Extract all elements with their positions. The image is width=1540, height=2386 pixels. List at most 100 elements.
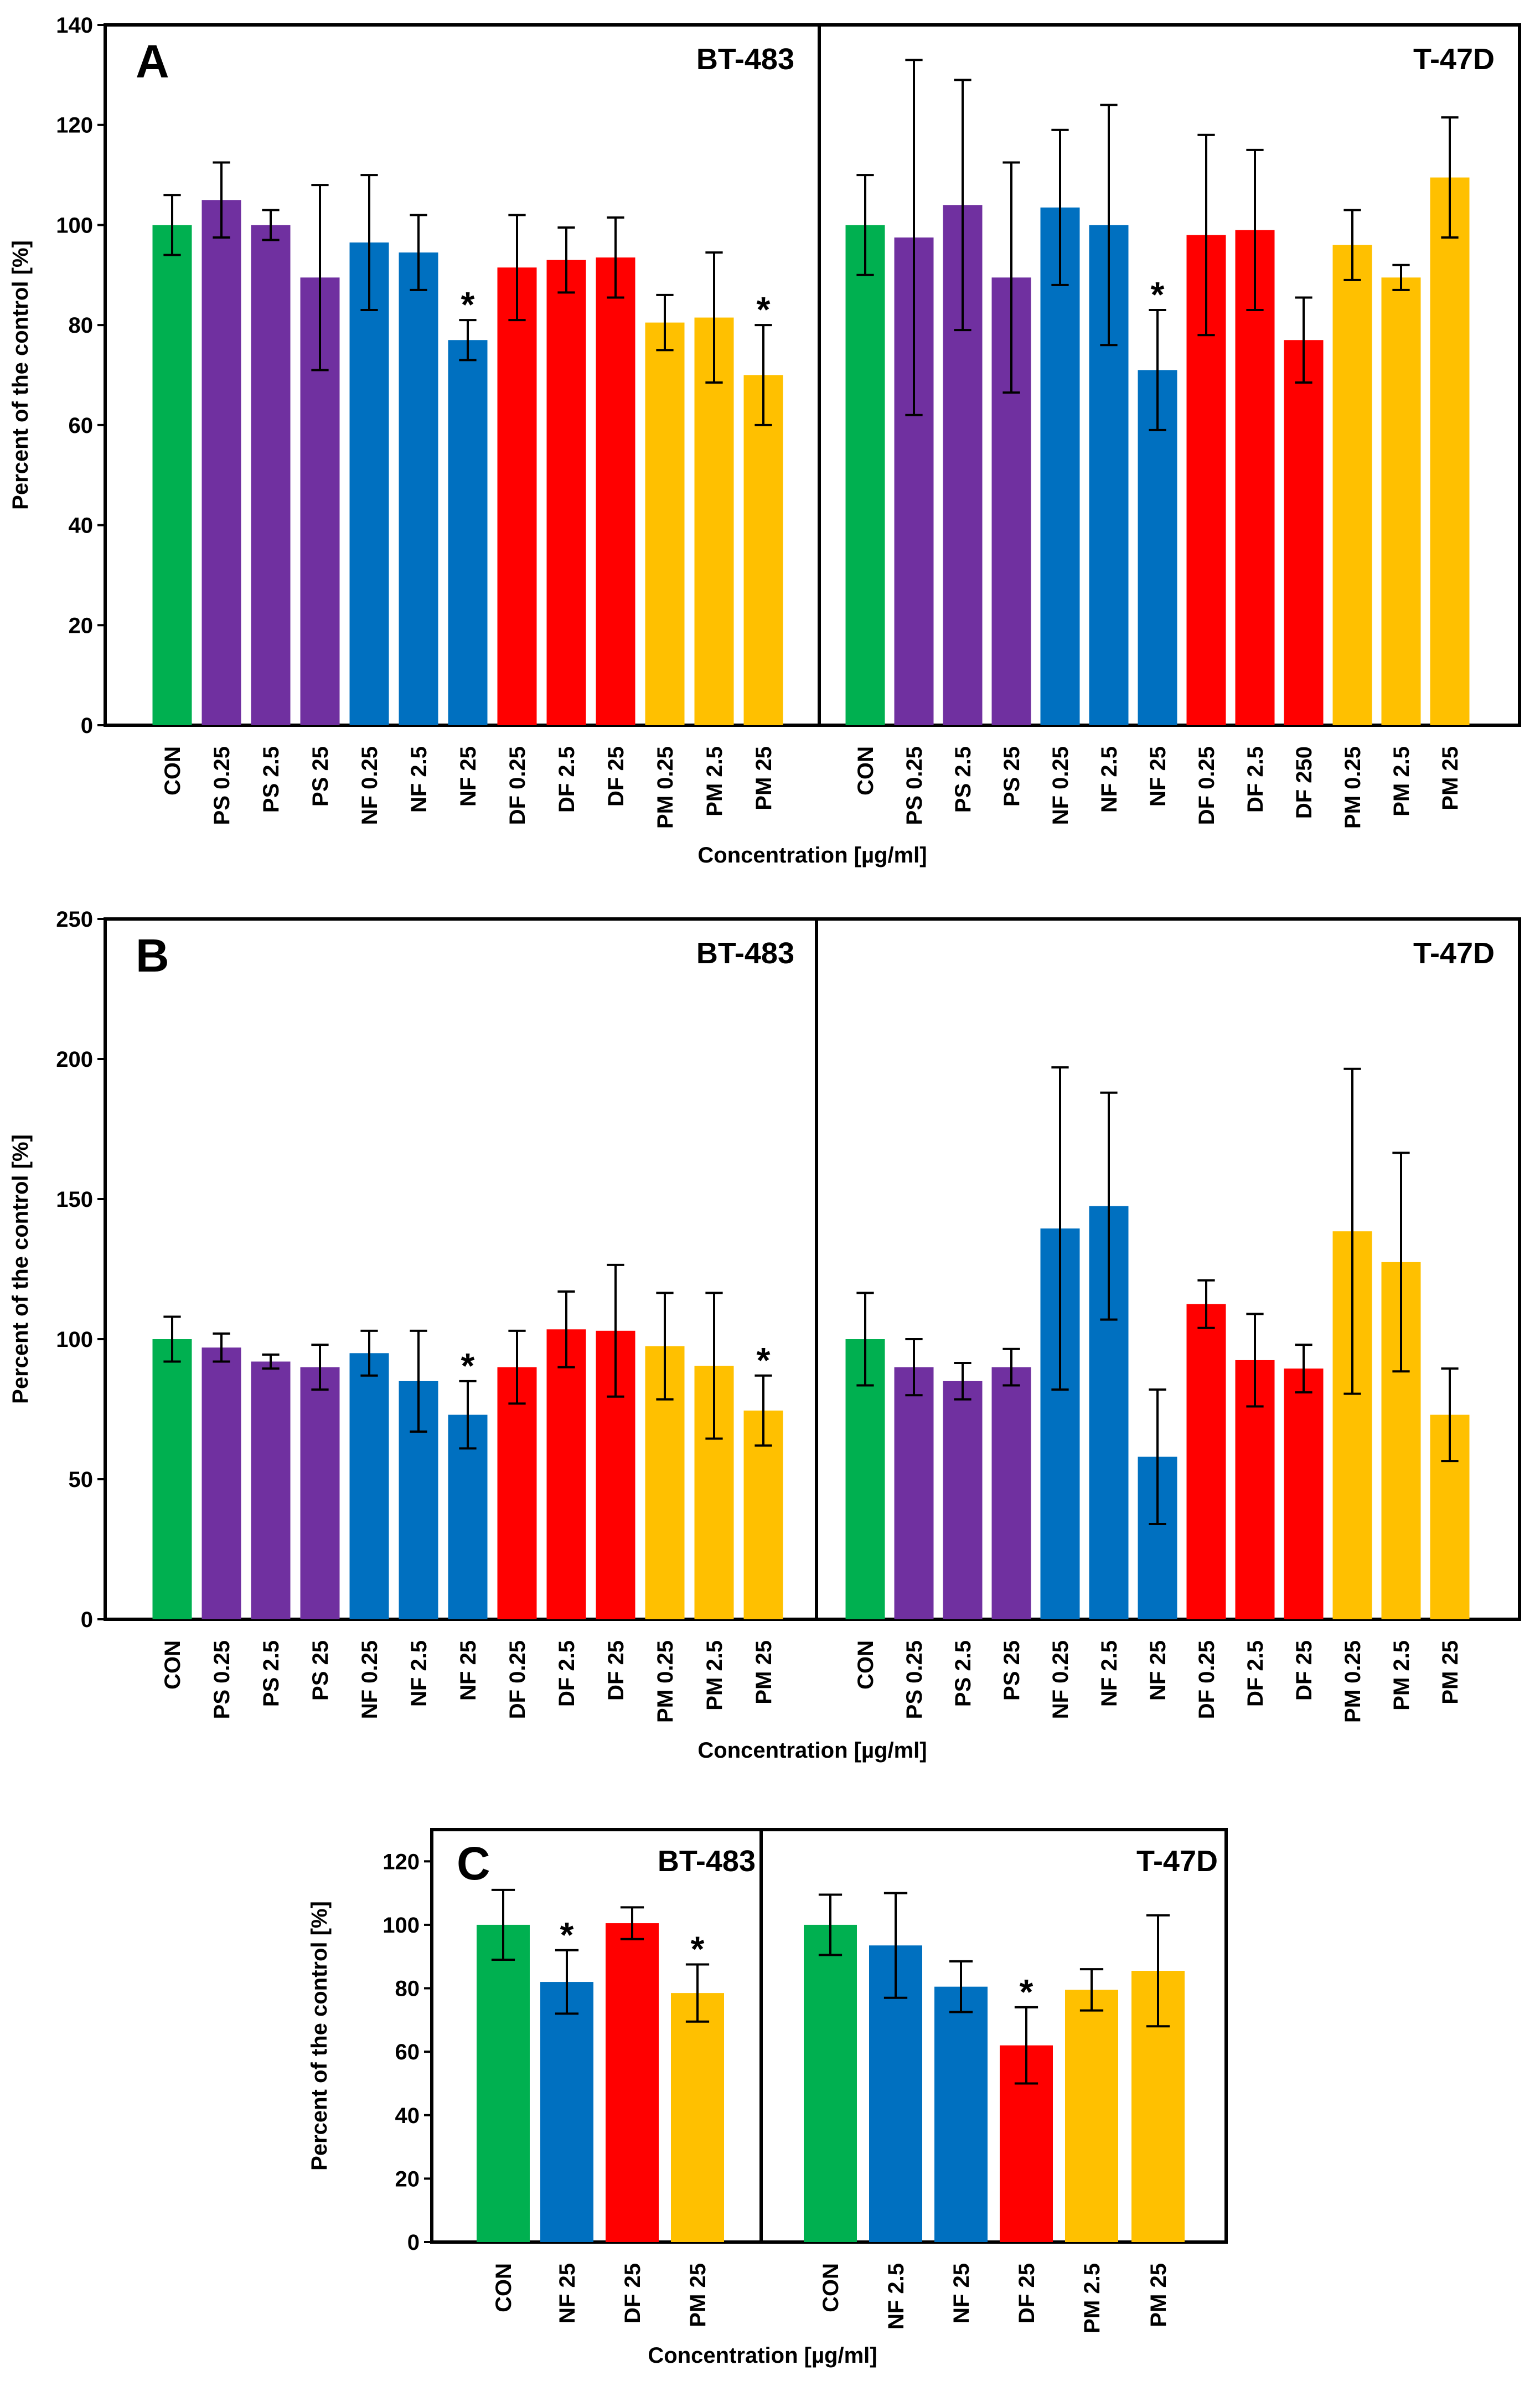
bar: [546, 1329, 586, 1619]
bar: [477, 1924, 530, 2242]
x-tick-label: DF 0.25: [1195, 746, 1219, 825]
x-tick-label: PS 0.25: [210, 1640, 234, 1719]
x-axis-title: Concentration [µg/ml]: [697, 1738, 927, 1763]
error-bar: [905, 1338, 923, 1397]
error-bar: [705, 251, 723, 384]
group-title: BT-483: [696, 937, 794, 970]
y-tick-label: 50: [69, 1468, 94, 1492]
bar: [991, 1367, 1031, 1619]
error-bar: [1197, 133, 1215, 337]
x-axis-title: Concentration [µg/ml]: [697, 843, 927, 867]
error-bar: [954, 1362, 971, 1401]
bar: [300, 1367, 340, 1619]
error-bar: [1295, 1344, 1312, 1394]
error-bar: [1197, 1279, 1215, 1329]
error-bar: [1441, 116, 1459, 239]
error-bar: [557, 226, 575, 294]
x-tick-label: NF 0.25: [1048, 746, 1073, 825]
x-tick-label: PS 2.5: [951, 1640, 975, 1707]
error-bar: [163, 1315, 181, 1363]
x-tick-label: NF 25: [949, 2263, 974, 2323]
x-axis-title: Concentration [µg/ml]: [648, 2343, 877, 2368]
x-tick-label: PM 25: [752, 1640, 776, 1705]
chart-panel-b: 0 50 100 150 200 250 Percent of the control [%…: [8, 907, 1521, 1763]
significance-marker: *: [1020, 1972, 1033, 2012]
error-bar: [620, 1906, 644, 1940]
bar: [1186, 1304, 1226, 1619]
bar: [1284, 340, 1324, 725]
x-tick-label: CON: [161, 746, 185, 796]
bar: [1284, 1368, 1324, 1619]
group-title: BT-483: [658, 1845, 756, 1878]
error-bar: [856, 1292, 874, 1387]
x-tick-label: PS 25: [1000, 1640, 1024, 1701]
y-tick-label: 140: [56, 13, 93, 38]
bar: [546, 260, 586, 725]
x-tick-label: NF 2.5: [407, 1640, 431, 1707]
error-bar: [607, 1263, 624, 1398]
y-tick-label: 80: [69, 313, 94, 338]
bar: [251, 225, 291, 725]
x-tick-label: CON: [492, 2263, 516, 2312]
x-tick-label: PM 2.5: [1389, 1640, 1414, 1711]
y-tick-label: 0: [81, 1608, 93, 1632]
x-tick-label: PM 2.5: [702, 746, 727, 817]
error-bar: [555, 1949, 579, 2015]
error-bar: [656, 1292, 674, 1401]
error-bar: [656, 293, 674, 352]
y-tick-label: 250: [56, 907, 93, 932]
x-tick-label: DF 2.5: [555, 746, 579, 813]
error-bar: [1149, 1388, 1166, 1525]
y-tick-label: 100: [56, 1328, 93, 1352]
x-tick-label: PS 2.5: [259, 1640, 283, 1707]
x-tick-label: CON: [854, 1640, 878, 1690]
y-tick-label: 40: [69, 514, 94, 538]
bar: [399, 252, 438, 725]
significance-marker: *: [757, 1340, 771, 1380]
y-tick-label: 20: [69, 613, 94, 638]
group-title: T-47D: [1413, 937, 1495, 970]
x-tick-label: NF 0.25: [358, 746, 382, 825]
error-bar: [459, 1380, 477, 1450]
error-bar: [1246, 1313, 1264, 1408]
x-tick-label: NF 25: [555, 2263, 580, 2323]
error-bar: [508, 1329, 526, 1405]
bar: [645, 322, 685, 725]
error-bar: [755, 1374, 772, 1447]
error-bar: [213, 161, 230, 239]
error-bar: [410, 214, 427, 291]
error-bar: [1051, 1066, 1069, 1391]
x-tick-label: CON: [854, 746, 878, 796]
y-tick-label: 0: [407, 2230, 420, 2255]
bar-group-t-47d: T-47D CON PS 0.25 PS 2.5 PS 25 NF 0.25 NF 2.5 N…: [845, 937, 1495, 1723]
bar-group-t-47d: T-47D CON PS 0.25 PS 2.5 PS 25 NF 0.25 NF 2.5 *…: [845, 43, 1495, 829]
bar-group-t-47d: T-47D CON NF 2.5 NF 25 * DF 25 PM 2.5 PM 25: [804, 1845, 1218, 2333]
bar: [1332, 245, 1372, 726]
x-tick-label: DF 2.5: [1243, 1640, 1268, 1707]
error-bar: [1100, 1091, 1118, 1321]
x-tick-label: DF 25: [1292, 1640, 1316, 1701]
error-bar: [1343, 1067, 1361, 1395]
error-bar: [262, 209, 280, 241]
x-tick-label: DF 0.25: [505, 1640, 530, 1719]
bar: [497, 267, 537, 725]
x-tick-label: PM 25: [1438, 746, 1463, 810]
bar: [152, 225, 192, 725]
bar: [152, 1339, 192, 1619]
x-tick-label: PM 0.25: [1341, 1640, 1365, 1723]
error-bar: [1002, 161, 1020, 394]
x-tick-label: DF 25: [621, 2263, 645, 2323]
panel-letter: C: [457, 1837, 490, 1889]
y-tick-label: 80: [395, 1977, 420, 2001]
x-tick-label: DF 0.25: [505, 746, 530, 825]
x-tick-label: PS 0.25: [210, 746, 234, 825]
bar: [694, 317, 734, 725]
x-tick-label: DF 0.25: [1195, 1640, 1219, 1719]
x-tick-label: DF 25: [604, 1640, 628, 1701]
x-tick-label: PM 0.25: [1341, 746, 1365, 829]
y-tick-label: 40: [395, 2104, 420, 2128]
bar: [934, 1986, 988, 2242]
group-title: BT-483: [696, 43, 794, 76]
error-bar: [1079, 1968, 1104, 2012]
